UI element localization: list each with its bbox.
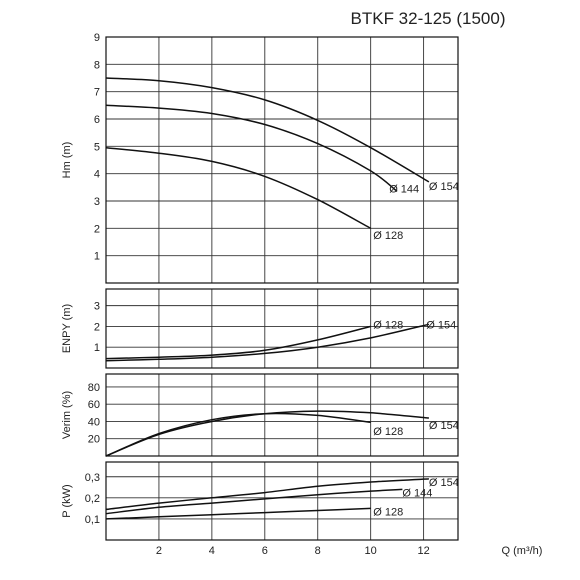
series-line (105, 77, 430, 183)
curve-label: Ø 144 (389, 184, 419, 196)
x-tick-label: 6 (262, 545, 268, 557)
y-tick-label: 2 (94, 223, 100, 235)
panel-frame (105, 373, 459, 457)
x-tick-label: 2 (156, 545, 162, 557)
y-tick-label: 4 (94, 169, 100, 181)
x-axis-label: Q (m³/h) (502, 545, 543, 557)
y-axis-label: Verim (%) (61, 391, 73, 439)
x-tick-label: 8 (315, 545, 321, 557)
curve-label: Ø 128 (373, 319, 403, 331)
y-axis-label: P (kW) (61, 484, 73, 517)
series-line (105, 488, 403, 515)
series-line (105, 412, 371, 457)
panel-0: 1 2 3 4 5 6 7 8 9 Hm (m) Ø 144 Ø 154 Ø 128 (61, 32, 459, 284)
y-tick-label: 6 (94, 114, 100, 126)
y-tick-label: 0,3 (85, 472, 100, 484)
y-tick-label: 80 (88, 382, 100, 394)
series-line (105, 507, 371, 520)
curve-label: Ø 154 (429, 477, 459, 489)
curve-label: Ø 144 (402, 488, 432, 500)
y-tick-label: 40 (88, 416, 100, 428)
y-axis-label: ENPY (m) (61, 304, 73, 353)
series-line (105, 325, 371, 360)
y-tick-label: 60 (88, 399, 100, 411)
y-tick-label: 0,2 (85, 493, 100, 505)
x-tick-label: 10 (365, 545, 377, 557)
series-line (105, 478, 429, 511)
curve-label: Ø 128 (373, 507, 403, 519)
curve-label: Ø 154 (429, 420, 459, 432)
curve-label: Ø 154 (429, 181, 459, 193)
y-tick-label: 1 (94, 342, 100, 354)
y-tick-label: 3 (94, 301, 100, 313)
y-tick-label: 20 (88, 434, 100, 446)
series-line (105, 146, 372, 229)
y-tick-label: 0,1 (85, 514, 100, 526)
panel-2: 20 40 60 80 Verim (%) Ø 128 Ø 154 (61, 373, 459, 457)
y-tick-label: 1 (94, 251, 100, 263)
panel-1: 1 2 3 ENPY (m) Ø 128 Ø 154 (61, 288, 459, 369)
y-tick-label: 5 (94, 141, 100, 153)
chart-title: BTKF 32-125 (1500) (351, 9, 506, 28)
y-tick-label: 8 (94, 59, 100, 71)
panel-frame (105, 288, 459, 369)
x-tick-label: 12 (417, 545, 429, 557)
series-line (105, 410, 429, 457)
curve-label: Ø 128 (373, 230, 403, 242)
y-tick-label: 2 (94, 321, 100, 333)
series-line (105, 323, 430, 362)
y-axis-label: Hm (m) (61, 142, 73, 179)
x-tick-label: 4 (209, 545, 215, 557)
curve-label: Ø 128 (373, 426, 403, 438)
series-line (105, 104, 398, 192)
panel-frame (105, 36, 459, 284)
curve-label: Ø 154 (426, 319, 456, 331)
y-tick-label: 9 (94, 32, 100, 44)
panel-frame (105, 461, 459, 541)
y-tick-label: 7 (94, 87, 100, 99)
y-tick-label: 3 (94, 196, 100, 208)
